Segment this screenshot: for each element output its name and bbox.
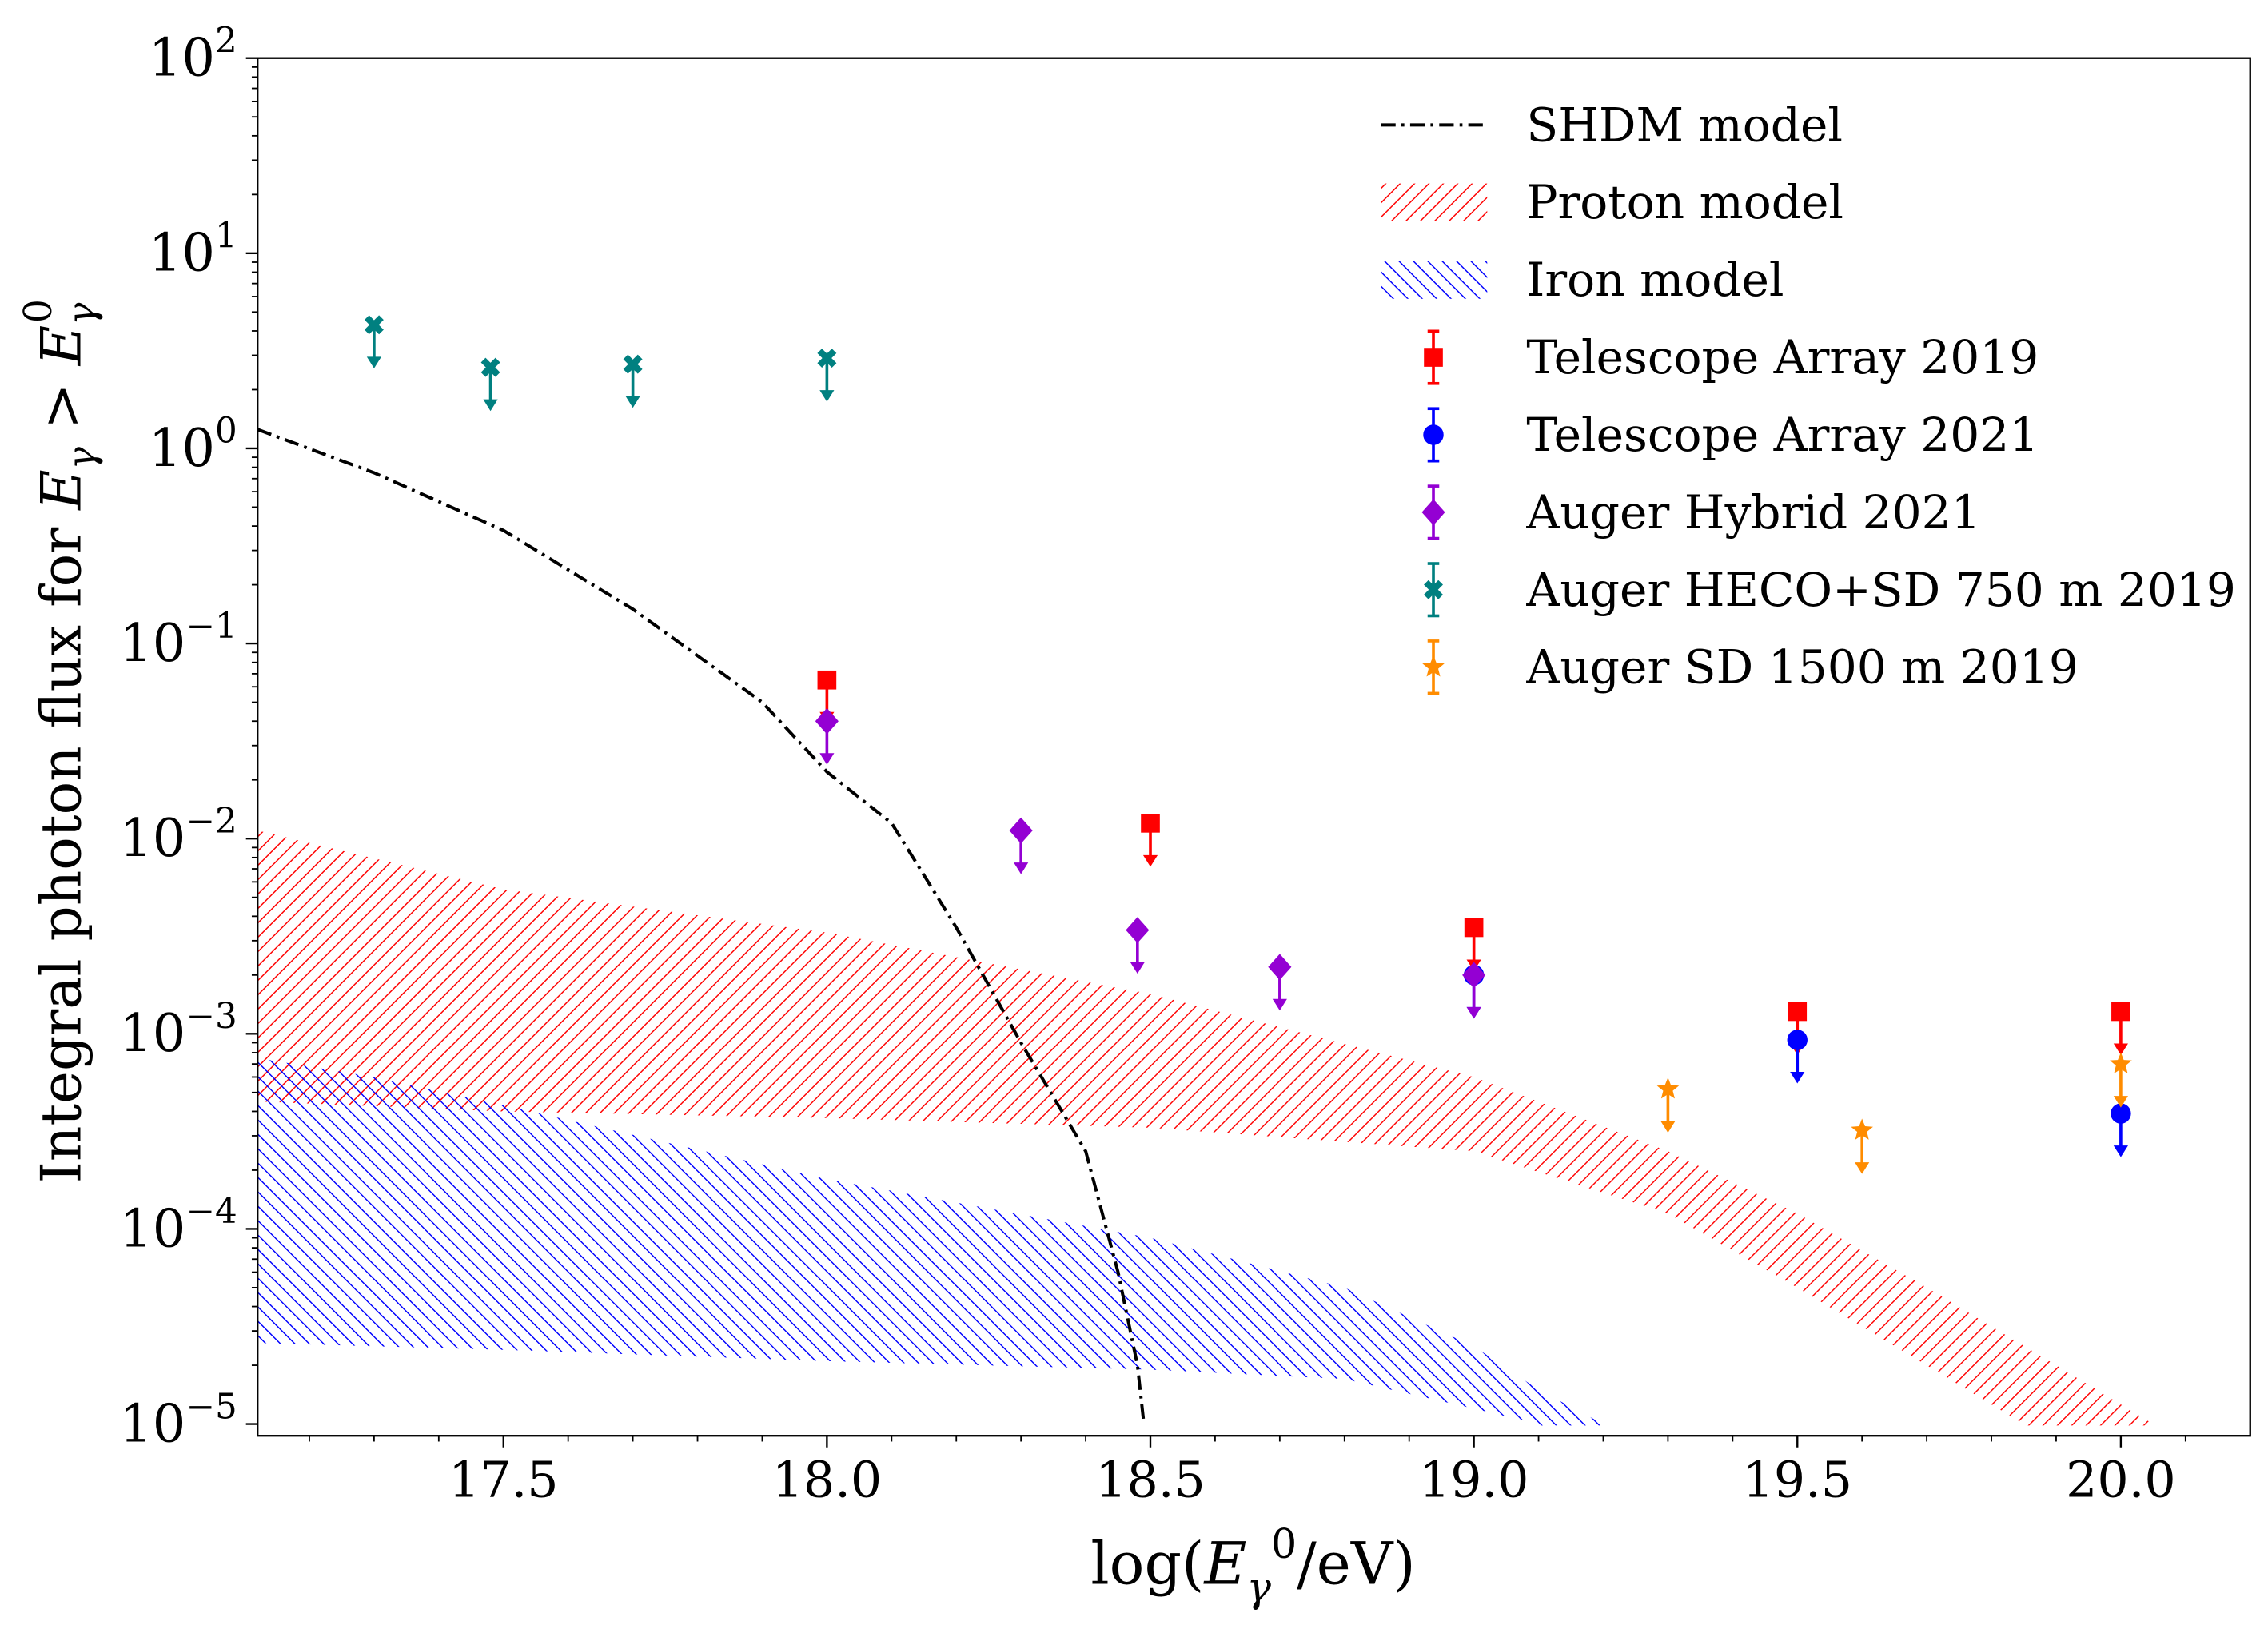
y-tick-label: 10−3 bbox=[119, 997, 237, 1064]
x-tick-label: 18.0 bbox=[772, 1452, 883, 1509]
legend-marker-diamond bbox=[1421, 499, 1445, 526]
legend-marker-star bbox=[1422, 655, 1445, 677]
arrow-head bbox=[1466, 1006, 1481, 1019]
y-tick-label: 100 bbox=[149, 412, 237, 479]
data-point-star bbox=[1656, 1077, 1680, 1099]
data-point-x bbox=[364, 315, 384, 335]
data-point-circle bbox=[2111, 1103, 2131, 1124]
legend-label: Proton model bbox=[1526, 175, 1843, 229]
y-tick-label: 10−5 bbox=[119, 1387, 237, 1454]
arrow-head bbox=[1790, 1072, 1805, 1084]
legend-proton-swatch bbox=[1381, 183, 1488, 221]
arrow-head bbox=[819, 390, 835, 402]
band-bottom-mask bbox=[257, 1425, 2250, 1436]
x-tick-label: 19.5 bbox=[1742, 1452, 1852, 1509]
x-tick-label: 17.5 bbox=[448, 1452, 559, 1509]
legend-marker-square bbox=[1424, 348, 1443, 367]
x-tick-label: 18.5 bbox=[1095, 1452, 1206, 1509]
arrow-head bbox=[1855, 1162, 1870, 1174]
data-point-square bbox=[1141, 814, 1160, 833]
arrow-head bbox=[819, 753, 835, 765]
legend-label: Auger Hybrid 2021 bbox=[1525, 485, 1980, 540]
data-point-star bbox=[2110, 1052, 2132, 1073]
data-point-square bbox=[817, 670, 837, 690]
data-point-square bbox=[1464, 918, 1484, 938]
y-tick-label: 102 bbox=[149, 21, 237, 88]
legend: SHDM model Proton model Iron model Telescop… bbox=[1381, 98, 2236, 695]
data-point-diamond bbox=[1126, 917, 1150, 943]
x-tick-label: 20.0 bbox=[2066, 1452, 2176, 1509]
arrow-head bbox=[1130, 962, 1145, 974]
y-tick-label: 10−2 bbox=[119, 802, 237, 869]
data-point-diamond bbox=[1009, 817, 1033, 844]
data-point-x bbox=[480, 357, 500, 377]
shdm-model-line bbox=[257, 428, 1146, 1424]
data-point-square bbox=[1788, 1002, 1808, 1022]
axis-ticks: 17.5 18.0 18.5 19.0 19.5 20.0 102 101 100 10−1 10−… bbox=[119, 21, 2186, 1509]
arrow-head bbox=[2113, 1096, 2128, 1108]
legend-label: Telescope Array 2021 bbox=[1526, 408, 2039, 462]
axes-frame bbox=[257, 57, 2251, 1437]
arrow-head bbox=[1660, 1121, 1676, 1133]
legend-label: Auger SD 1500 m 2019 bbox=[1525, 640, 2078, 695]
data-point-x bbox=[817, 349, 837, 368]
y-axis-label: Integral photon flux for Eγ > Eγ0 bbox=[17, 299, 105, 1183]
legend-label: Iron model bbox=[1526, 253, 1784, 307]
iron-model-band bbox=[257, 1057, 1604, 1436]
arrow-head bbox=[2113, 1145, 2128, 1157]
plot-area bbox=[257, 315, 2250, 1436]
proton-model-band bbox=[257, 830, 2154, 1436]
legend-label: Auger HECO+SD 750 m 2019 bbox=[1525, 563, 2236, 617]
arrow-head bbox=[625, 396, 640, 408]
legend-label: Telescope Array 2019 bbox=[1526, 330, 2039, 384]
arrow-head bbox=[1014, 862, 1029, 874]
data-point-star bbox=[1851, 1118, 1873, 1140]
arrow-head bbox=[1142, 854, 1158, 867]
y-tick-label: 10−1 bbox=[119, 607, 237, 674]
legend-label: SHDM model bbox=[1526, 98, 1843, 152]
legend-marker-circle bbox=[1423, 424, 1444, 445]
arrow-head bbox=[2113, 1043, 2128, 1056]
arrow-head bbox=[1272, 998, 1287, 1011]
data-point-diamond bbox=[815, 707, 839, 735]
legend-marker-x bbox=[1424, 580, 1443, 599]
data-point-diamond bbox=[1268, 954, 1292, 981]
y-tick-label: 101 bbox=[149, 217, 237, 284]
y-tick-label: 10−4 bbox=[119, 1192, 237, 1259]
x-axis-label: log(Eγ0/eV) bbox=[1090, 1521, 1415, 1612]
data-point-x bbox=[623, 354, 643, 374]
data-point-circle bbox=[1787, 1030, 1808, 1050]
arrow-head bbox=[366, 356, 381, 368]
arrow-head bbox=[483, 399, 498, 412]
data-point-diamond bbox=[1462, 962, 1486, 989]
data-point-square bbox=[2111, 1002, 2130, 1022]
legend-iron-swatch bbox=[1381, 261, 1488, 299]
x-tick-label: 19.0 bbox=[1419, 1452, 1529, 1509]
